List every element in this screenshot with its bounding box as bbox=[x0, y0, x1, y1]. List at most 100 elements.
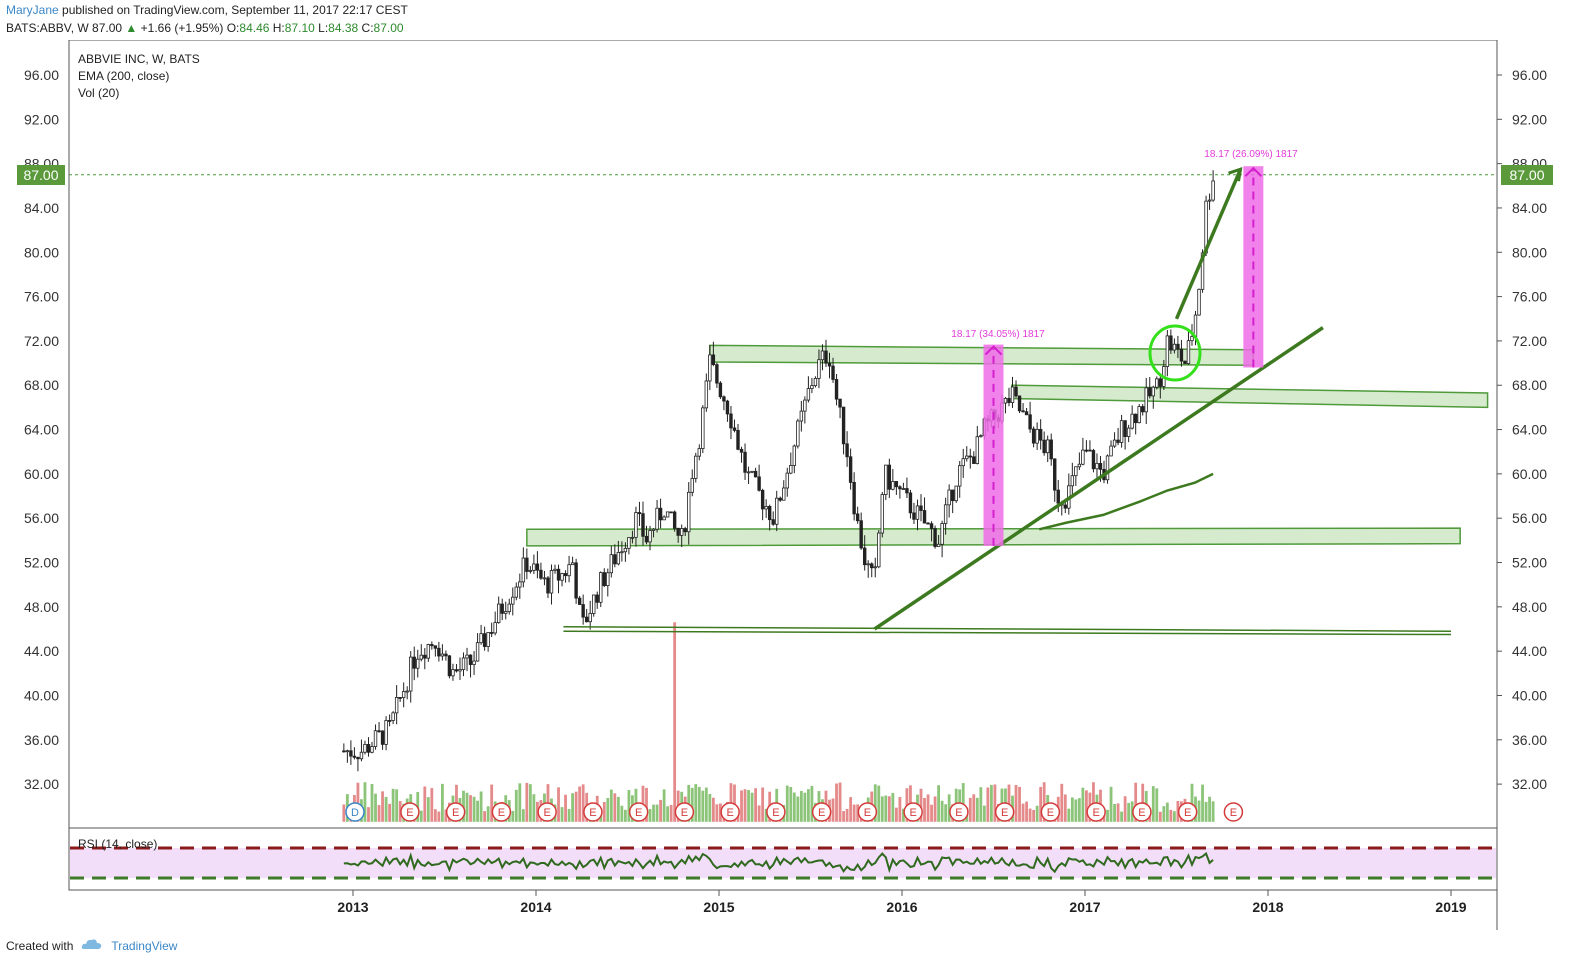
svg-text:87.00: 87.00 bbox=[1509, 167, 1544, 183]
volume-bar bbox=[1155, 788, 1159, 822]
candle-body bbox=[616, 552, 621, 565]
candle-body bbox=[1165, 335, 1170, 367]
candle-body bbox=[711, 354, 716, 365]
candle-body bbox=[669, 511, 673, 514]
candle-body bbox=[687, 491, 691, 533]
candle-body bbox=[1045, 439, 1050, 454]
publish-line: MaryJane published on TradingView.com, S… bbox=[6, 3, 408, 17]
candle-body bbox=[1010, 386, 1015, 403]
candle-body bbox=[679, 528, 684, 536]
candle-body bbox=[1088, 449, 1092, 452]
candle-body bbox=[1207, 199, 1212, 202]
candle-body bbox=[489, 632, 494, 634]
candle-body bbox=[599, 572, 603, 603]
price-chart[interactable]: D E E E E E E E E E E E E E E E E E E E 96.00 96.00 92.00 92.0… bbox=[0, 40, 1584, 930]
y-tick-right: 68.00 bbox=[1512, 377, 1547, 393]
volume-bar bbox=[887, 796, 891, 822]
volume-bar bbox=[1063, 794, 1067, 822]
candle-body bbox=[1119, 420, 1124, 443]
volume-bar bbox=[926, 794, 930, 822]
candle-body bbox=[634, 512, 638, 538]
candle-body bbox=[1091, 450, 1096, 470]
tradingview-link[interactable]: TradingView bbox=[111, 938, 178, 953]
event-marker bbox=[445, 802, 466, 822]
candle-body bbox=[1063, 504, 1067, 509]
volume-bar bbox=[877, 785, 881, 822]
volume-bar bbox=[1116, 803, 1120, 822]
volume-bar bbox=[806, 789, 810, 822]
candle-body bbox=[373, 730, 378, 747]
volume-bar bbox=[1106, 809, 1109, 822]
event-marker-label: E bbox=[498, 807, 505, 819]
open-label: O: bbox=[226, 21, 240, 35]
candle-body bbox=[577, 597, 582, 605]
candle-body bbox=[602, 572, 606, 587]
candle-body bbox=[539, 569, 543, 579]
candle-body bbox=[690, 477, 694, 493]
volume-bar bbox=[856, 804, 860, 822]
volume-bar bbox=[930, 804, 933, 822]
candle-body bbox=[873, 566, 877, 569]
volume-bar bbox=[1042, 782, 1046, 822]
volume-bar bbox=[975, 797, 979, 822]
candle-body bbox=[848, 456, 853, 483]
volume-bar bbox=[377, 805, 381, 822]
candle-body bbox=[743, 451, 747, 473]
candle-body bbox=[1028, 414, 1032, 430]
candle-body bbox=[796, 420, 800, 447]
candle-body bbox=[870, 563, 874, 569]
candle-body bbox=[606, 572, 610, 587]
candle-body bbox=[1053, 458, 1057, 491]
cloud-icon bbox=[81, 938, 103, 953]
candle-body bbox=[775, 497, 779, 525]
volume-bar bbox=[1070, 797, 1074, 822]
volume-bar bbox=[715, 804, 719, 822]
y-tick-right: 64.00 bbox=[1512, 422, 1547, 438]
candle-body bbox=[1042, 439, 1046, 454]
volume-bar bbox=[465, 792, 469, 822]
candle-body bbox=[1098, 462, 1103, 470]
candle-body bbox=[855, 513, 860, 522]
candle-body bbox=[496, 603, 501, 624]
volume-bar bbox=[363, 782, 367, 822]
event-marker-label: E bbox=[1184, 807, 1191, 819]
y-tick-left: 36.00 bbox=[24, 732, 59, 748]
candle-body bbox=[345, 750, 350, 753]
candle-body bbox=[556, 568, 561, 581]
candle-body bbox=[915, 505, 920, 520]
candle-body bbox=[620, 551, 624, 554]
candle-body bbox=[683, 528, 687, 533]
volume-bar bbox=[356, 782, 360, 822]
candle-body bbox=[905, 488, 909, 494]
event-marker bbox=[537, 802, 557, 822]
candle-body bbox=[1148, 387, 1152, 397]
y-tick-right: 96.00 bbox=[1512, 67, 1547, 83]
candle-body bbox=[511, 596, 515, 605]
volume-bar bbox=[1204, 801, 1208, 822]
support-line bbox=[563, 630, 1452, 636]
candle-body bbox=[535, 563, 540, 571]
candle-body bbox=[841, 406, 846, 445]
event-marker-label: E bbox=[955, 807, 962, 819]
candle-body bbox=[493, 622, 497, 634]
author-link[interactable]: MaryJane bbox=[6, 3, 59, 17]
volume-bar bbox=[609, 789, 613, 822]
volume-bar bbox=[444, 809, 448, 822]
y-tick-left: 84.00 bbox=[24, 200, 59, 216]
y-tick-right: 92.00 bbox=[1512, 111, 1547, 127]
candle-body bbox=[651, 528, 656, 531]
candle-body bbox=[525, 557, 529, 572]
candle-body bbox=[532, 563, 536, 571]
candle-body bbox=[563, 573, 568, 577]
candle-body bbox=[553, 568, 557, 571]
candle-body bbox=[926, 522, 930, 525]
volume-bar bbox=[785, 785, 789, 822]
candle-body bbox=[884, 464, 888, 495]
candle-body bbox=[648, 530, 652, 543]
volume-bar bbox=[852, 804, 856, 822]
volume-bar bbox=[842, 811, 845, 822]
candle-body bbox=[806, 388, 811, 401]
y-tick-right: 80.00 bbox=[1512, 244, 1547, 260]
candle-body bbox=[722, 396, 726, 402]
volume-bar bbox=[1127, 802, 1131, 822]
